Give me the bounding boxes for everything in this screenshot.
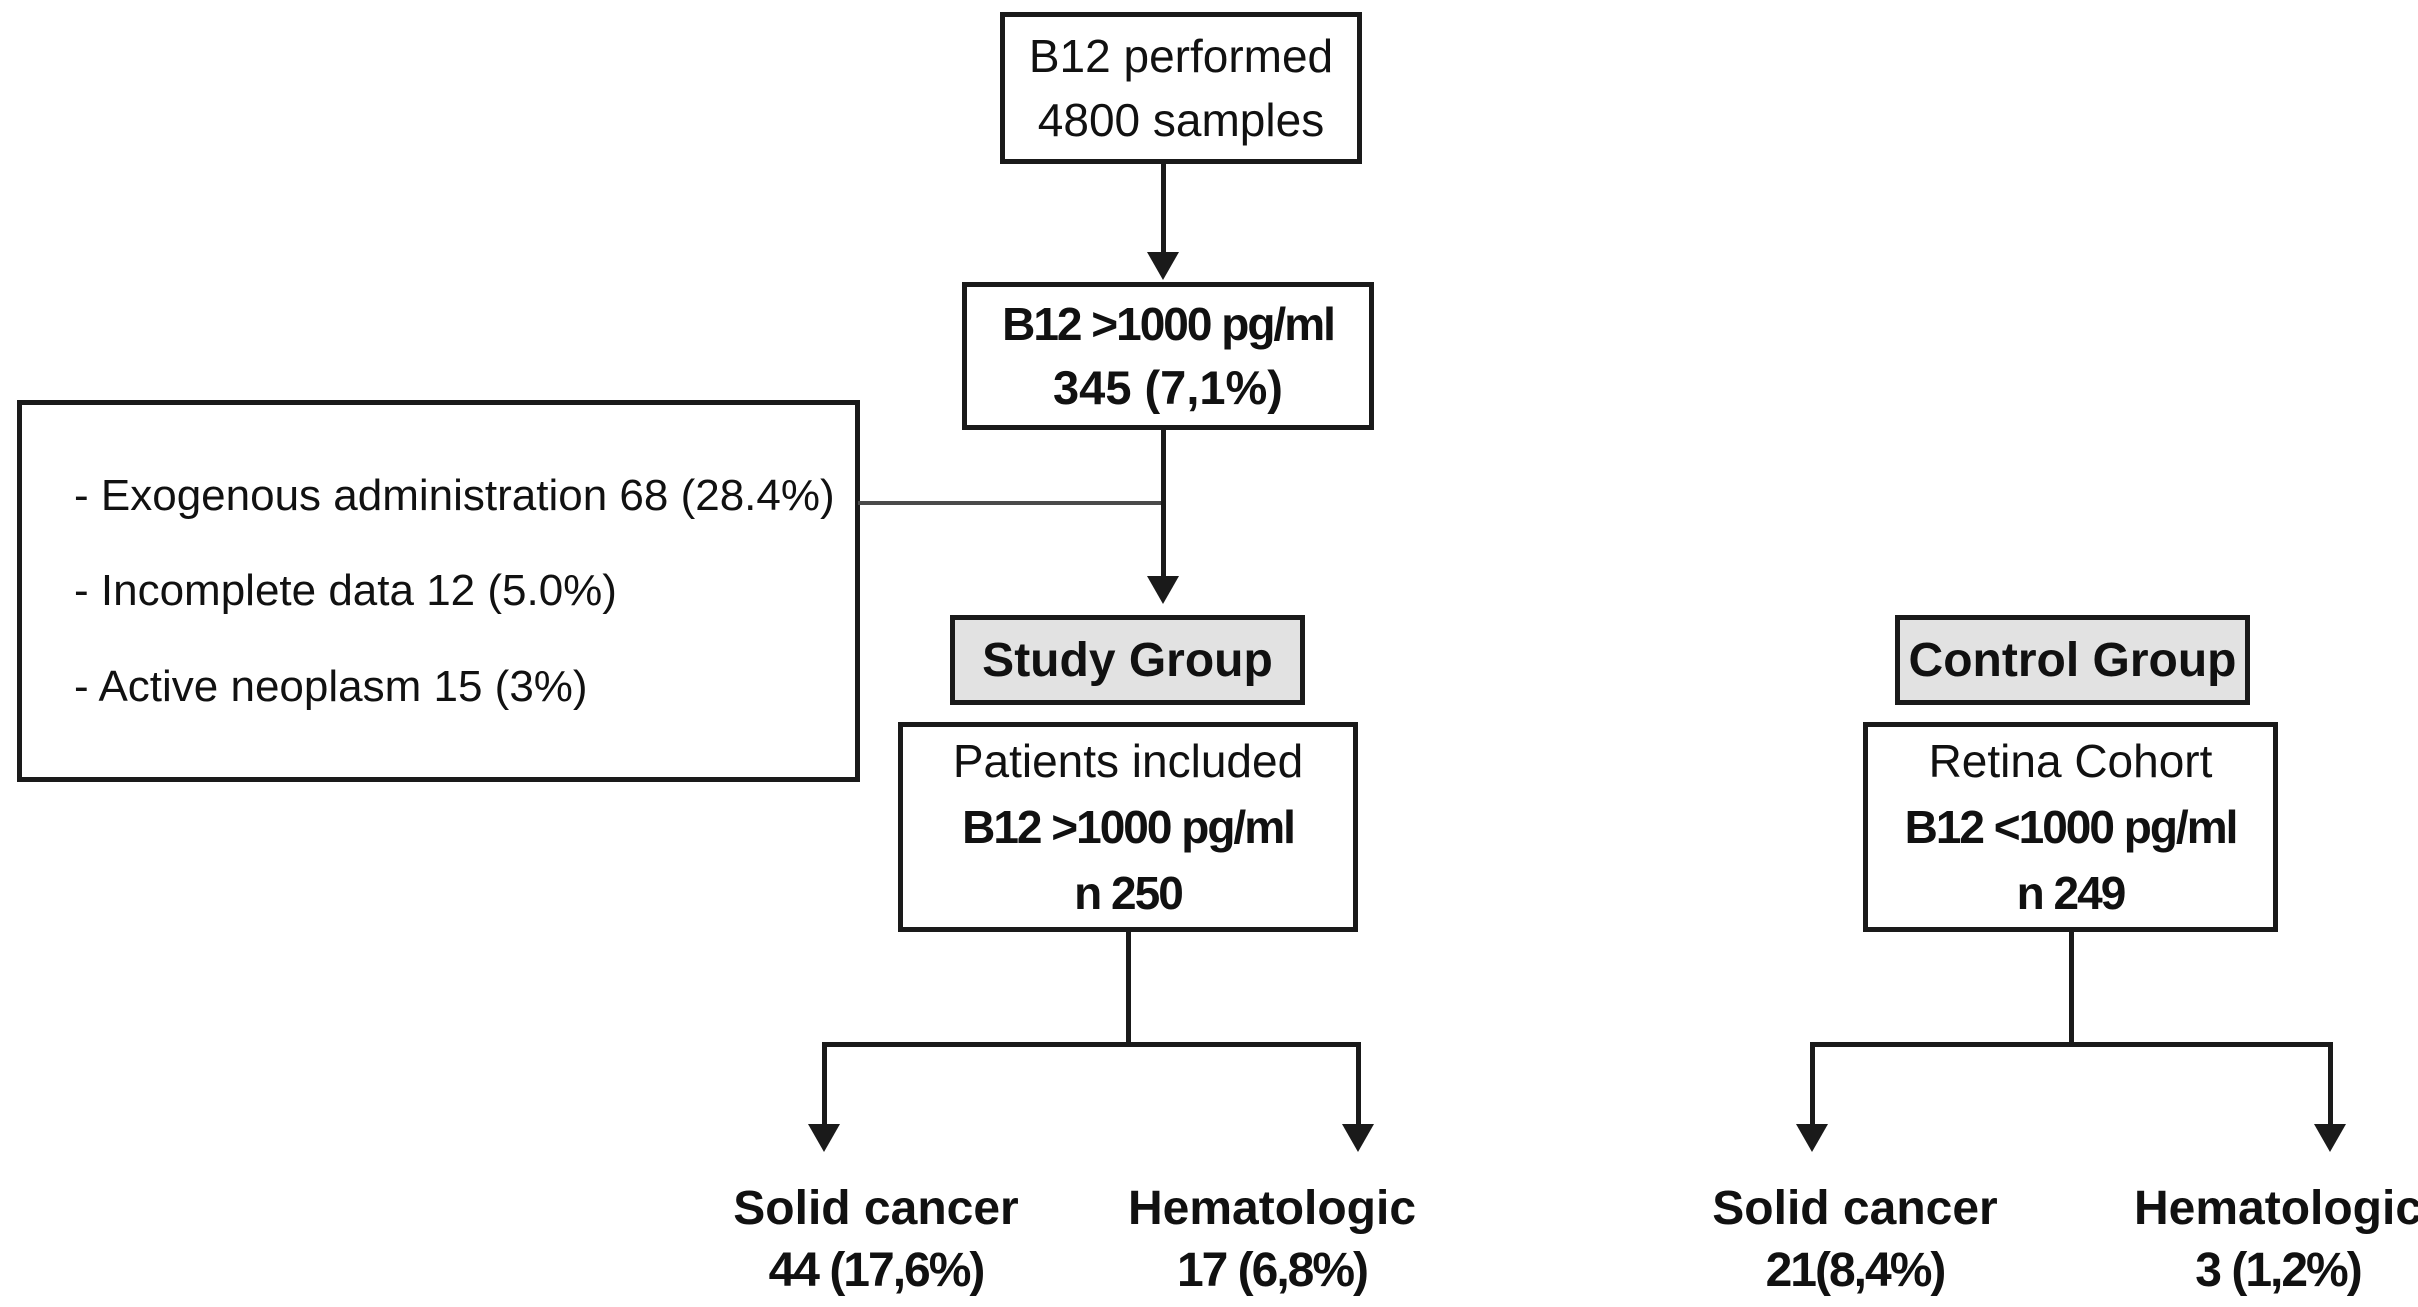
connector-exclusions <box>858 501 1165 505</box>
arrow-down-icon <box>1147 576 1179 604</box>
control-outcome-solid-label: Solid cancer <box>1712 1182 1998 1235</box>
connector-elevated-study <box>1161 430 1166 580</box>
control-outcome-solid-value: 21(8,4%) <box>1765 1244 1947 1297</box>
control-line-3: n 249 <box>2016 867 2127 919</box>
control-outcome-hematologic-label: Hematologic <box>2133 1182 2418 1235</box>
control-line-2: B12 <1000 pg/ml <box>1904 801 2239 853</box>
study-line-1: Patients included <box>952 735 1304 787</box>
control-branch-line <box>1810 1042 2333 1047</box>
study-outcome-hematologic-label: Hematologic <box>1127 1182 1417 1235</box>
arrow-down-icon <box>1147 252 1179 280</box>
control-group-title: Control Group <box>1908 633 2237 687</box>
study-group-header: Study Group <box>950 615 1305 705</box>
control-outcome-hematologic: Hematologic 3 (1,2%) <box>2088 1178 2418 1302</box>
control-right-arm-line <box>2328 1042 2333 1128</box>
study-outcome-solid: Solid cancer 44 (17,6%) <box>686 1178 1066 1302</box>
exclusions-box: - Exogenous administration 68 (28.4%) - … <box>17 400 860 782</box>
study-line-3: n 250 <box>1074 867 1184 919</box>
elevated-line-1: B12 >1000 pg/ml <box>1002 298 1336 350</box>
study-outcome-solid-label: Solid cancer <box>733 1182 1019 1235</box>
control-group-header: Control Group <box>1895 615 2250 705</box>
exclusion-item-3: - Active neoplasm 15 (3%) <box>74 661 588 711</box>
control-stem-line <box>2069 932 2074 1044</box>
elevated-box: B12 >1000 pg/ml 345 (7,1%) <box>962 282 1374 430</box>
elevated-line-2: 345 (7,1%) <box>1053 361 1283 414</box>
samples-line-1: B12 performed <box>1028 30 1334 82</box>
study-right-arm-line <box>1356 1042 1361 1128</box>
arrow-down-icon <box>1796 1124 1828 1152</box>
study-outcome-hematologic-value: 17 (6,8%) <box>1176 1244 1369 1297</box>
study-left-arm-line <box>822 1042 827 1128</box>
exclusion-item-1: - Exogenous administration 68 (28.4%) <box>74 470 835 520</box>
exclusion-item-2: - Incomplete data 12 (5.0%) <box>74 566 617 615</box>
arrow-down-icon <box>808 1124 840 1152</box>
study-group-box: Patients included B12 >1000 pg/ml n 250 <box>898 722 1358 932</box>
study-line-2: B12 >1000 pg/ml <box>962 801 1296 853</box>
control-left-arm-line <box>1810 1042 1815 1128</box>
arrow-down-icon <box>2314 1124 2346 1152</box>
study-stem-line <box>1126 932 1131 1044</box>
control-group-box: Retina Cohort B12 <1000 pg/ml n 249 <box>1863 722 2278 932</box>
samples-box: B12 performed 4800 samples <box>1000 12 1362 164</box>
study-outcome-solid-value: 44 (17,6%) <box>768 1244 986 1297</box>
arrow-down-icon <box>1342 1124 1374 1152</box>
control-outcome-solid: Solid cancer 21(8,4%) <box>1665 1178 2045 1302</box>
study-outcome-hematologic: Hematologic 17 (6,8%) <box>1082 1178 1462 1302</box>
control-line-1: Retina Cohort <box>1928 735 2213 787</box>
study-branch-line <box>822 1042 1361 1047</box>
connector-samples-elevated <box>1161 164 1166 258</box>
study-group-title: Study Group <box>982 633 1273 687</box>
samples-line-2: 4800 samples <box>1037 94 1325 146</box>
control-outcome-hematologic-value: 3 (1,2%) <box>2195 1244 2362 1297</box>
